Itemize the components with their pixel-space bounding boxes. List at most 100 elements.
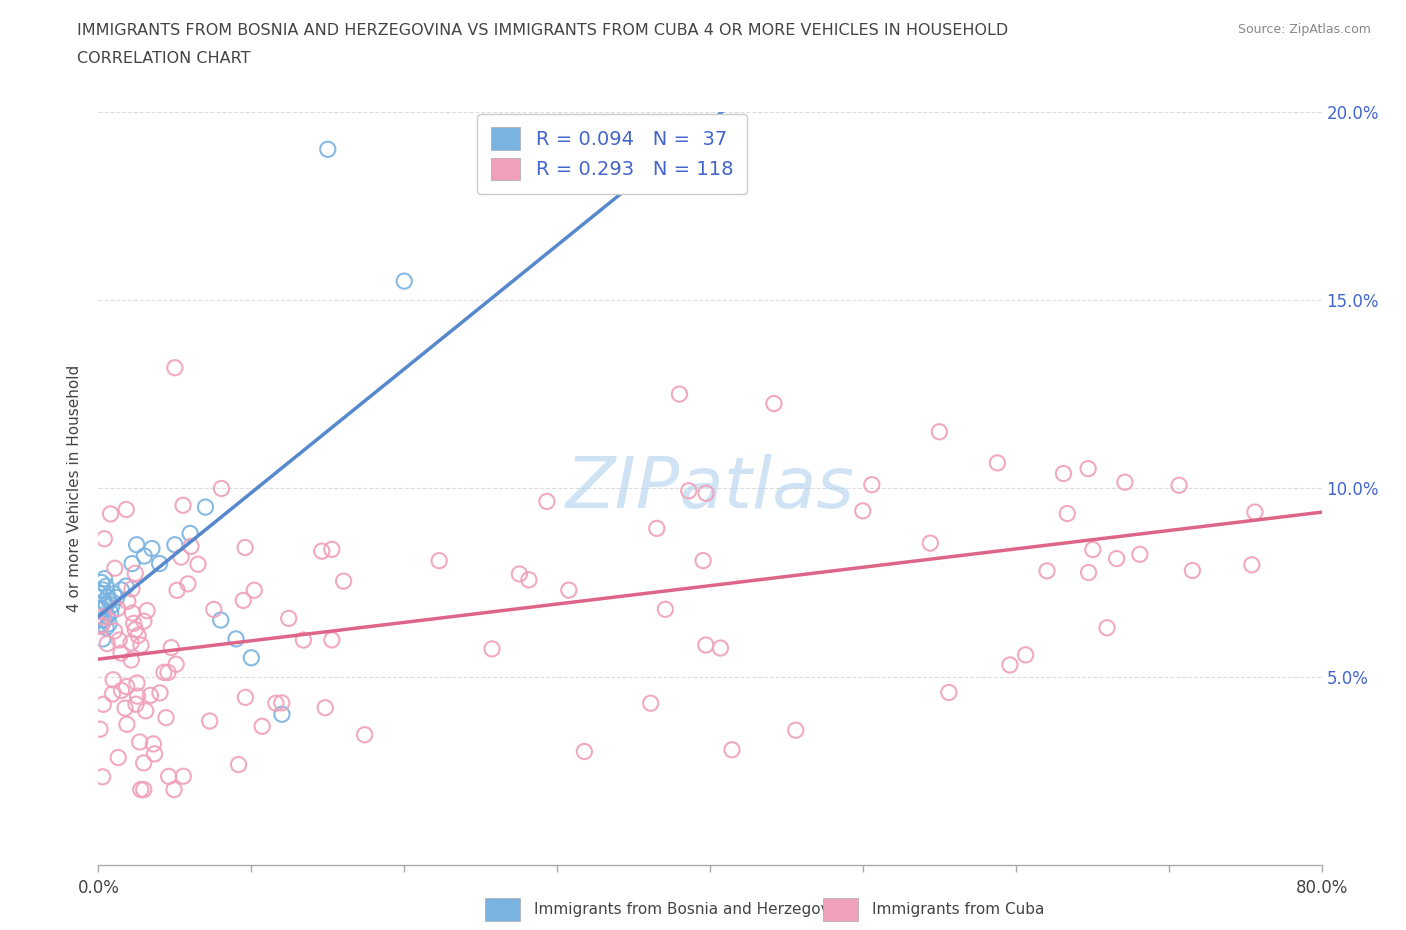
Point [640, 696, 662, 711]
Point [1052, 466, 1074, 481]
Point [134, 549, 156, 564]
Point [110, 582, 132, 597]
Point [93, 613, 115, 628]
Point [117, 594, 139, 609]
Text: CORRELATION CHART: CORRELATION CHART [77, 51, 250, 66]
Point [852, 503, 875, 518]
Point [128, 735, 150, 750]
Point [91, 631, 114, 646]
Point [142, 737, 165, 751]
Point [1244, 505, 1267, 520]
Text: Immigrants from Bosnia and Herzegovina: Immigrants from Bosnia and Herzegovina [534, 902, 853, 917]
Point [115, 578, 138, 593]
Text: IMMIGRANTS FROM BOSNIA AND HERZEGOVINA VS IMMIGRANTS FROM CUBA 4 OR MORE VEHICLE: IMMIGRANTS FROM BOSNIA AND HERZEGOVINA V… [77, 23, 1008, 38]
Point [536, 494, 558, 509]
Point [225, 631, 247, 646]
Point [209, 613, 232, 628]
Point [90, 618, 112, 632]
Point [232, 593, 254, 608]
Point [122, 616, 145, 631]
Point [94, 598, 117, 613]
Point [163, 360, 186, 375]
Point [136, 604, 159, 618]
Point [96, 636, 118, 651]
Point [108, 632, 131, 647]
Point [120, 635, 142, 650]
Point [314, 700, 336, 715]
Point [115, 679, 138, 694]
Point [160, 640, 183, 655]
Point [115, 502, 138, 517]
Point [125, 697, 148, 711]
Point [155, 711, 177, 725]
Point [170, 550, 193, 565]
Y-axis label: 4 or more Vehicles in Household: 4 or more Vehicles in Household [67, 365, 83, 612]
Point [115, 717, 138, 732]
Point [1105, 551, 1128, 566]
Point [574, 744, 596, 759]
Point [678, 484, 700, 498]
Point [233, 540, 256, 555]
Point [101, 598, 124, 613]
Point [89, 602, 111, 617]
Point [558, 583, 581, 598]
Point [785, 723, 807, 737]
Point [93, 531, 115, 546]
Point [93, 594, 115, 609]
Point [1077, 565, 1099, 580]
Point [1114, 474, 1136, 489]
Point [187, 557, 209, 572]
Point [91, 609, 114, 624]
Point [228, 757, 250, 772]
Point [135, 703, 157, 718]
Point [91, 769, 114, 784]
Point [264, 696, 287, 711]
Point [149, 556, 172, 571]
Point [172, 769, 194, 784]
Point [920, 536, 942, 551]
Point [1077, 461, 1099, 476]
Point [332, 574, 354, 589]
Point [202, 602, 225, 617]
Point [235, 690, 257, 705]
Legend: R = 0.094   N =  37, R = 0.293   N = 118: R = 0.094 N = 37, R = 0.293 N = 118 [478, 113, 747, 193]
Text: Immigrants from Cuba: Immigrants from Cuba [872, 902, 1045, 917]
Point [101, 672, 124, 687]
Point [129, 638, 152, 653]
Point [427, 553, 450, 568]
Point [194, 499, 217, 514]
Point [132, 782, 155, 797]
Point [321, 542, 343, 557]
Point [986, 456, 1008, 471]
Point [860, 477, 883, 492]
Point [709, 641, 731, 656]
Point [153, 665, 176, 680]
Point [1081, 542, 1104, 557]
Point [998, 658, 1021, 672]
Point [1036, 564, 1059, 578]
Point [98, 594, 121, 609]
Point [89, 619, 111, 634]
Point [157, 769, 180, 784]
Point [179, 526, 201, 541]
Point [211, 481, 233, 496]
Point [1129, 547, 1152, 562]
Point [127, 688, 149, 703]
Point [1168, 478, 1191, 493]
Point [353, 727, 375, 742]
Point [94, 620, 117, 635]
Point [198, 713, 221, 728]
Point [132, 614, 155, 629]
Point [124, 565, 146, 580]
Point [177, 577, 200, 591]
Point [508, 566, 530, 581]
Point [156, 665, 179, 680]
Point [668, 387, 690, 402]
Point [762, 396, 785, 411]
Point [1240, 557, 1263, 572]
Point [1095, 620, 1118, 635]
Point [103, 586, 125, 601]
Point [645, 521, 668, 536]
Point [721, 742, 744, 757]
Point [277, 611, 299, 626]
